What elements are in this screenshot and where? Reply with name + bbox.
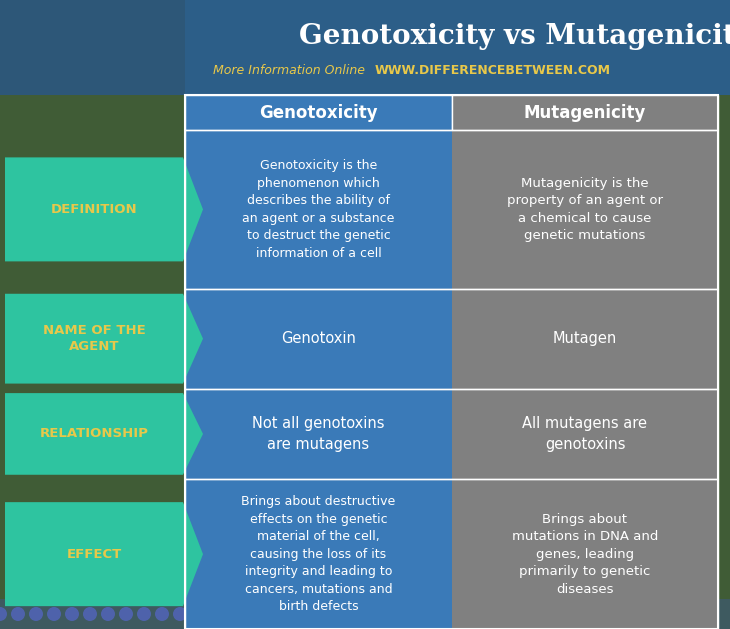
Bar xyxy=(718,95,730,629)
Text: Mutagenicity is the
property of an agent or
a chemical to cause
genetic mutation: Mutagenicity is the property of an agent… xyxy=(507,177,663,242)
Circle shape xyxy=(65,607,79,621)
Polygon shape xyxy=(5,393,203,475)
Text: Mutagenicity: Mutagenicity xyxy=(524,104,646,121)
Circle shape xyxy=(137,607,151,621)
Circle shape xyxy=(83,607,97,621)
Text: Brings about destructive
effects on the genetic
material of the cell,
causing th: Brings about destructive effects on the … xyxy=(242,495,396,613)
Bar xyxy=(185,289,718,389)
Text: NAME OF THE
AGENT: NAME OF THE AGENT xyxy=(42,324,145,353)
Polygon shape xyxy=(5,502,203,606)
Bar xyxy=(185,389,452,479)
Text: Mutagen: Mutagen xyxy=(553,331,617,346)
Text: Genotoxicity is the
phenomenon which
describes the ability of
an agent or a subs: Genotoxicity is the phenomenon which des… xyxy=(242,159,395,260)
Bar xyxy=(185,479,718,629)
Text: All mutagens are
genotoxins: All mutagens are genotoxins xyxy=(523,416,648,452)
Text: WWW.DIFFERENCEBETWEEN.COM: WWW.DIFFERENCEBETWEEN.COM xyxy=(375,64,611,77)
Circle shape xyxy=(47,607,61,621)
Bar xyxy=(452,389,718,479)
Bar xyxy=(185,95,452,130)
Bar xyxy=(185,289,452,389)
Text: More Information Online: More Information Online xyxy=(213,64,365,77)
Text: EFFECT: EFFECT xyxy=(66,548,122,560)
Circle shape xyxy=(155,607,169,621)
Bar xyxy=(185,130,718,289)
Circle shape xyxy=(29,607,43,621)
Circle shape xyxy=(119,607,133,621)
Polygon shape xyxy=(5,294,203,384)
Bar xyxy=(185,95,718,629)
Text: Brings about
mutations in DNA and
genes, leading
primarily to genetic
diseases: Brings about mutations in DNA and genes,… xyxy=(512,513,658,596)
Polygon shape xyxy=(5,157,203,262)
Text: Genotoxicity: Genotoxicity xyxy=(259,104,378,121)
Circle shape xyxy=(11,607,25,621)
Circle shape xyxy=(191,607,205,621)
Bar xyxy=(185,0,730,95)
Bar xyxy=(452,95,718,130)
Text: RELATIONSHIP: RELATIONSHIP xyxy=(39,428,148,440)
Circle shape xyxy=(0,607,7,621)
Bar xyxy=(0,0,730,95)
Bar xyxy=(185,479,452,629)
Bar xyxy=(0,95,185,629)
Text: Genotoxicity vs Mutagenicity: Genotoxicity vs Mutagenicity xyxy=(299,23,730,50)
Text: Genotoxin: Genotoxin xyxy=(281,331,356,346)
Bar xyxy=(0,0,185,18)
Circle shape xyxy=(173,607,187,621)
Bar xyxy=(0,599,730,629)
Bar xyxy=(185,130,452,289)
Bar xyxy=(452,479,718,629)
Circle shape xyxy=(101,607,115,621)
Bar xyxy=(452,289,718,389)
Bar xyxy=(0,0,730,18)
Bar xyxy=(185,389,718,479)
Text: DEFINITION: DEFINITION xyxy=(50,203,137,216)
Bar xyxy=(452,130,718,289)
Text: Not all genotoxins
are mutagens: Not all genotoxins are mutagens xyxy=(253,416,385,452)
